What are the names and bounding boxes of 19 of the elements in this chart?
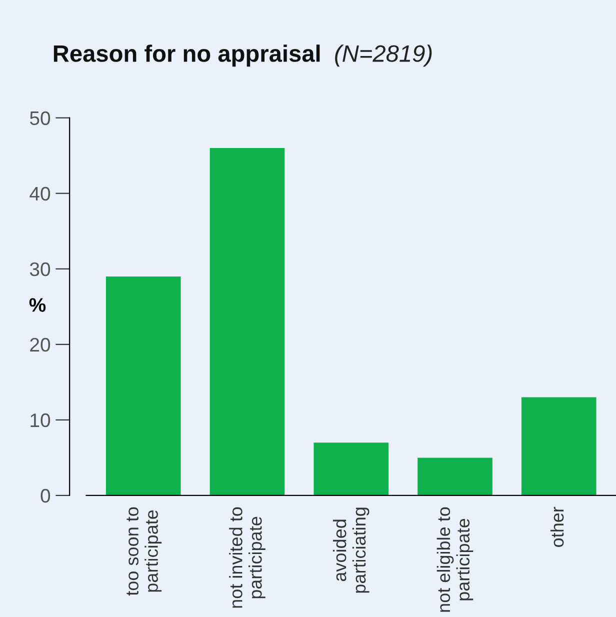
y-tick-label: 10 [30, 413, 50, 428]
bar [210, 148, 285, 496]
x-tick-label: avoided particiating [332, 508, 370, 593]
chart-title: Reason for no appraisal [54, 44, 320, 67]
x-tick-label: not eligible to participate [436, 507, 474, 612]
bar [418, 458, 492, 496]
bar [106, 276, 181, 496]
y-tick-label: 40 [30, 186, 50, 201]
y-tick-label: 50 [30, 111, 50, 126]
y-tick-label: 30 [30, 262, 50, 276]
y-tick-label: 0 [40, 488, 50, 503]
bar [314, 442, 389, 496]
x-tick-label: too soon to participate [126, 507, 162, 596]
y-axis-title: % [29, 298, 46, 312]
x-tick-label: not invited to participate [229, 507, 266, 608]
x-tick-label: other [550, 506, 564, 547]
y-tick-label: 20 [30, 338, 50, 352]
chart-subtitle: (N=2819) [335, 44, 432, 67]
bar [521, 397, 596, 496]
